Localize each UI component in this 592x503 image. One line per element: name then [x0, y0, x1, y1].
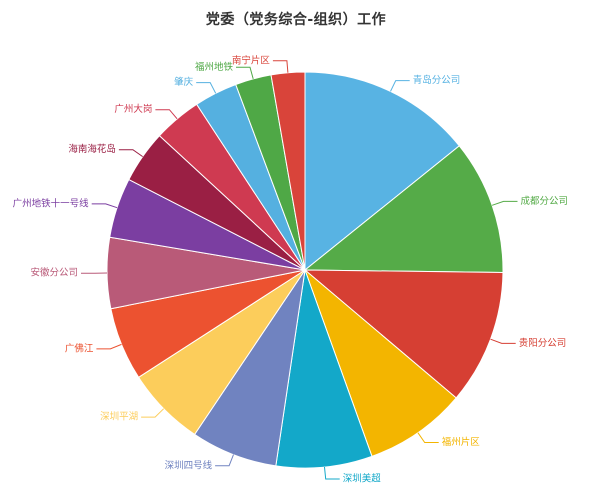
leader-line: [417, 432, 439, 443]
leader-line: [141, 408, 165, 418]
slice-label: 安徽分公司: [30, 267, 78, 279]
leader-line: [272, 60, 289, 73]
chart-title: 党委（党务综合-组织）工作: [205, 12, 387, 28]
slice-label: 广州地铁十一号线: [13, 197, 90, 209]
slice-label: 广州大岗: [114, 103, 152, 115]
leader-line: [236, 66, 254, 80]
leader-line: [491, 200, 518, 206]
pie-slice[interactable]: [303, 268, 457, 457]
slice-label: 福州片区: [442, 436, 481, 448]
slice-label: 深圳四号线: [165, 459, 213, 471]
slice-label: 贵阳分公司: [519, 337, 567, 349]
leader-line: [215, 454, 234, 467]
slice-label: 广佛江: [65, 342, 94, 354]
slice-label: 成都分公司: [521, 195, 569, 207]
leader-line: [490, 338, 516, 344]
slice-label: 海南海花岛: [68, 143, 116, 155]
leader-line: [196, 82, 217, 94]
leader-line: [324, 466, 340, 480]
leader-line: [96, 343, 122, 350]
slice-label: 深圳平湖: [100, 412, 138, 423]
slice-label: 福州地铁: [195, 61, 234, 73]
slice-label: 南宁片区: [232, 54, 271, 66]
pie-slice[interactable]: [304, 71, 460, 272]
leader-line: [155, 109, 178, 120]
pie-slice[interactable]: [275, 269, 373, 469]
leader-line: [118, 149, 143, 158]
slice-label: 深圳美超: [343, 473, 382, 485]
slice-label: 青岛分公司: [413, 74, 461, 86]
slice-label: 肇庆: [174, 76, 194, 88]
leader-line: [91, 203, 118, 209]
leader-line: [390, 80, 410, 92]
pie-slice[interactable]: [270, 71, 306, 271]
slices-layer: [106, 71, 504, 469]
leader-lines-layer: [81, 60, 518, 480]
